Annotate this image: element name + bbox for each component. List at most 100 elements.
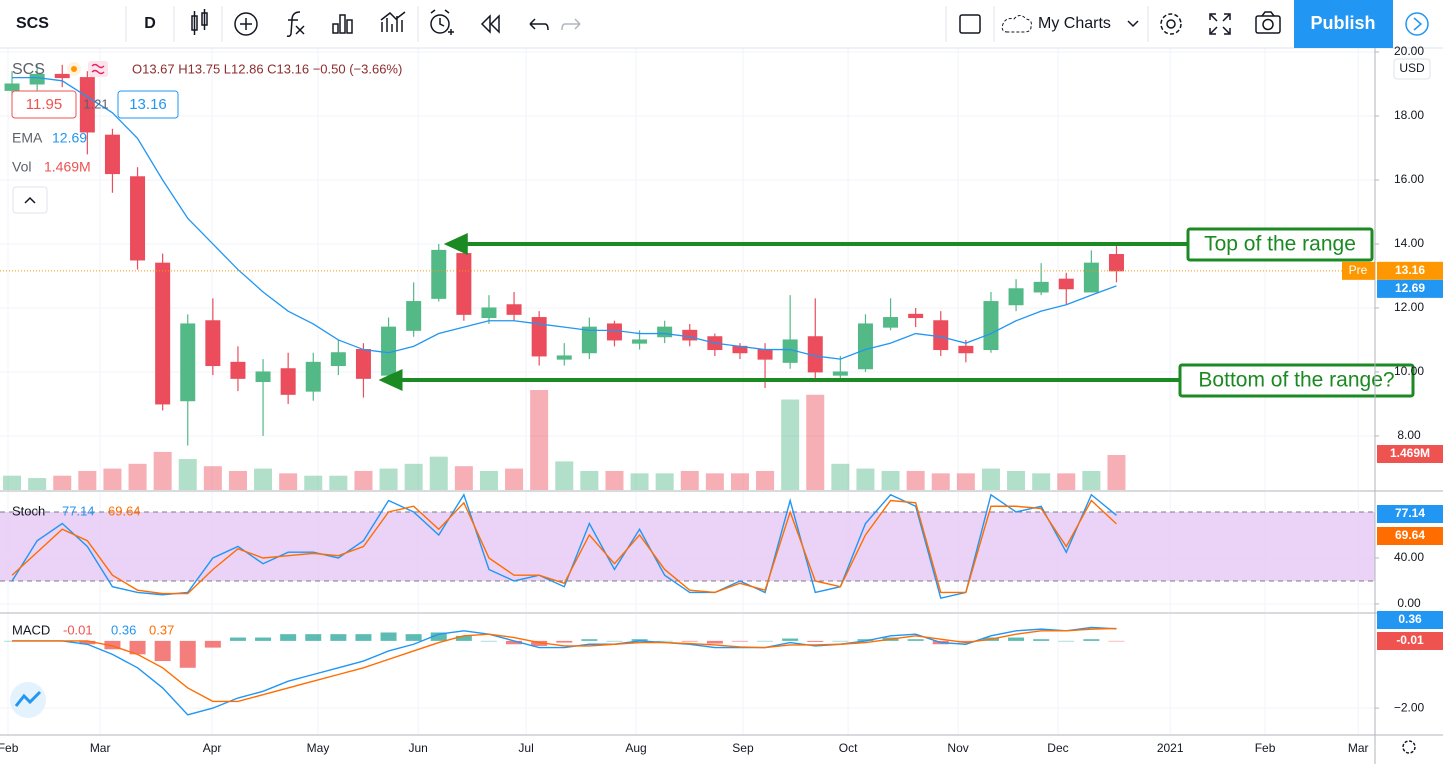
volume-bar <box>630 473 649 490</box>
candle-body <box>857 323 873 370</box>
data-status-waves <box>91 63 105 75</box>
ema-legend-name: EMA <box>12 130 43 146</box>
redo-button[interactable] <box>561 18 581 31</box>
histogram-bar <box>606 640 623 642</box>
toolbar: SCS D My Charts Publish <box>0 0 1443 49</box>
my-charts-chevron[interactable] <box>1127 20 1139 28</box>
volume-bar <box>931 473 950 490</box>
histogram-bar <box>556 640 573 643</box>
x-tick-label: Jun <box>408 741 427 755</box>
compare-button[interactable] <box>234 12 258 36</box>
indicator-last-label: 77.14 <box>1395 506 1425 520</box>
tv-logo-mark[interactable] <box>14 690 42 707</box>
volume-bar <box>856 468 875 490</box>
volume-bar <box>730 473 749 490</box>
volume-bar <box>203 466 222 490</box>
collapse-legend-button[interactable] <box>12 186 48 214</box>
histogram-bar <box>832 640 849 642</box>
indicators-button[interactable] <box>286 11 305 37</box>
collapse-chevron[interactable] <box>24 196 36 204</box>
volume-bar <box>505 468 524 490</box>
publish-label[interactable]: Publish <box>1310 13 1375 33</box>
ask-box[interactable] <box>117 90 179 119</box>
macd-hist-value: -0.01 <box>63 622 93 637</box>
volume-bar <box>756 470 775 490</box>
volume-bar <box>530 390 549 490</box>
vol-legend-value: 1.469M <box>44 159 91 175</box>
x-tick-label: 2021 <box>1157 741 1184 755</box>
stoch-k-value: 77.14 <box>62 503 95 518</box>
candle-type-button[interactable] <box>191 9 208 35</box>
x-tick-label: Dec <box>1047 741 1068 755</box>
snapshot-button[interactable] <box>1255 11 1281 34</box>
x-tick-label: Mar <box>1348 741 1369 755</box>
volume-bar <box>254 468 273 490</box>
fullscreen-button[interactable] <box>1209 13 1231 35</box>
x-tick-label: Feb <box>0 741 19 755</box>
my-charts-button[interactable]: My Charts <box>1038 15 1111 32</box>
candle-body <box>1058 278 1074 290</box>
candle-body <box>632 339 648 344</box>
candle-body <box>1033 281 1049 293</box>
candle-body <box>79 77 95 133</box>
histogram-bar <box>957 640 974 643</box>
grid <box>0 48 1375 735</box>
last-price-label-box <box>1377 261 1443 280</box>
candle-body <box>4 83 20 91</box>
play-button[interactable] <box>1405 12 1429 36</box>
ask-price[interactable]: 13.16 <box>129 96 167 113</box>
candle-body <box>54 73 70 79</box>
settings-button[interactable] <box>1160 13 1182 35</box>
candle-body <box>1083 262 1099 293</box>
histogram-bar <box>857 639 874 641</box>
histogram-bar <box>531 640 548 646</box>
volume-bar <box>981 468 1000 490</box>
histogram-bar <box>1008 637 1025 641</box>
macd-line-value: 0.36 <box>111 622 136 637</box>
histogram-bar <box>480 640 497 642</box>
publish-button[interactable] <box>1294 0 1393 48</box>
indicator-last-label-box <box>1377 505 1443 523</box>
histogram-bar <box>656 640 673 642</box>
time-axis-settings[interactable] <box>1402 740 1416 754</box>
y-tick-label: 20.00 <box>1394 44 1424 58</box>
histogram-bar <box>355 634 372 641</box>
candle-body <box>657 326 673 338</box>
interval-button[interactable]: D <box>144 15 156 32</box>
data-status-icon <box>88 61 108 77</box>
axes: Feb Mar Apr May Jun Jul Aug Sep Oct Nov Dec 2021 Feb… <box>0 44 1443 764</box>
indicator-line <box>12 626 1117 716</box>
histogram-bar <box>782 638 799 641</box>
candle-body <box>355 349 371 379</box>
currency-label: USD <box>1399 61 1425 75</box>
histogram-bar <box>1058 640 1075 642</box>
financials-button[interactable] <box>380 11 406 32</box>
templates-button[interactable] <box>332 14 353 34</box>
candle-body <box>104 134 120 175</box>
ema-price-label-box <box>1377 279 1443 298</box>
pre-market-box <box>1342 261 1375 280</box>
candle-body <box>556 355 572 360</box>
replay-button[interactable] <box>480 14 500 34</box>
volume-bar <box>1107 455 1126 490</box>
alert-button[interactable] <box>430 9 454 35</box>
volume-bar <box>680 470 699 490</box>
layout-button[interactable] <box>959 14 981 34</box>
histogram-bar <box>757 640 774 642</box>
volume-bar <box>153 451 172 490</box>
last-price-label: 13.16 <box>1395 263 1425 277</box>
x-tick-label: Jul <box>518 741 533 755</box>
bid-box[interactable] <box>11 90 77 119</box>
x-tick-label: Apr <box>203 741 222 755</box>
stoch-d-value: 69.64 <box>108 503 141 518</box>
volume-bar <box>1007 470 1026 490</box>
bid-price[interactable]: 11.95 <box>26 96 62 113</box>
volume-bar <box>354 470 373 490</box>
symbol-search[interactable]: SCS <box>16 15 49 32</box>
legend: SCS O13.67 H13.75 L12.86 C13.16 −0.50 (−… <box>10 61 402 718</box>
candle-body <box>933 320 949 351</box>
undo-button[interactable] <box>529 18 549 31</box>
volume-bar <box>781 399 800 490</box>
histogram-bar <box>255 637 272 641</box>
candle-body <box>581 326 597 354</box>
